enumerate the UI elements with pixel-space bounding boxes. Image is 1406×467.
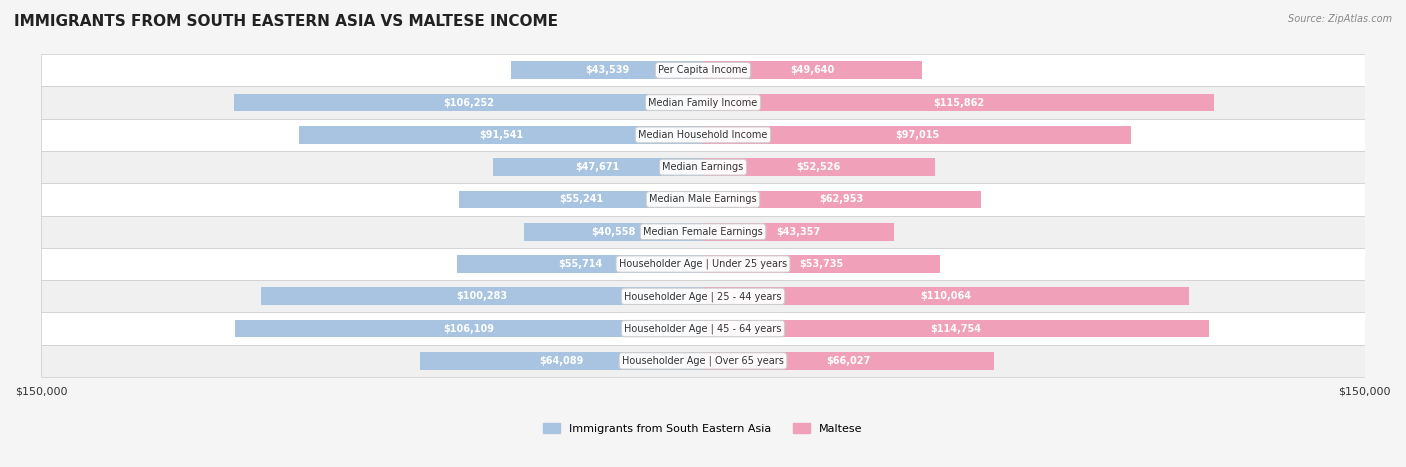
Bar (235, 320, 703, 338)
Text: $62,953: $62,953 (820, 194, 865, 205)
Bar (703, 126, 1130, 144)
Text: Per Capita Income: Per Capita Income (658, 65, 748, 75)
Text: Source: ZipAtlas.com: Source: ZipAtlas.com (1288, 14, 1392, 24)
Text: Median Household Income: Median Household Income (638, 130, 768, 140)
FancyBboxPatch shape (41, 312, 1365, 345)
Legend: Immigrants from South Eastern Asia, Maltese: Immigrants from South Eastern Asia, Malt… (538, 419, 868, 439)
Text: $49,640: $49,640 (790, 65, 835, 75)
Bar (703, 94, 1215, 112)
Text: Median Male Earnings: Median Male Earnings (650, 194, 756, 205)
Bar (235, 94, 703, 112)
Text: Median Family Income: Median Family Income (648, 98, 758, 107)
Bar (524, 223, 703, 241)
FancyBboxPatch shape (41, 119, 1365, 151)
Text: Householder Age | Over 65 years: Householder Age | Over 65 years (621, 356, 785, 366)
Text: $106,109: $106,109 (443, 324, 495, 333)
Text: $55,241: $55,241 (560, 194, 603, 205)
FancyBboxPatch shape (41, 345, 1365, 377)
Bar (492, 158, 703, 176)
FancyBboxPatch shape (41, 184, 1365, 216)
Text: $53,735: $53,735 (800, 259, 844, 269)
Text: $97,015: $97,015 (894, 130, 939, 140)
Text: $110,064: $110,064 (921, 291, 972, 301)
Text: $52,526: $52,526 (797, 162, 841, 172)
Text: Householder Age | 45 - 64 years: Householder Age | 45 - 64 years (624, 323, 782, 334)
FancyBboxPatch shape (41, 216, 1365, 248)
Text: $100,283: $100,283 (456, 291, 508, 301)
Text: Householder Age | Under 25 years: Householder Age | Under 25 years (619, 259, 787, 269)
Text: $106,252: $106,252 (443, 98, 494, 107)
Text: $47,671: $47,671 (575, 162, 620, 172)
Bar (703, 287, 1188, 305)
Text: $64,089: $64,089 (540, 356, 583, 366)
FancyBboxPatch shape (41, 248, 1365, 280)
FancyBboxPatch shape (41, 151, 1365, 184)
Bar (703, 191, 981, 208)
Text: IMMIGRANTS FROM SOUTH EASTERN ASIA VS MALTESE INCOME: IMMIGRANTS FROM SOUTH EASTERN ASIA VS MA… (14, 14, 558, 29)
Bar (703, 158, 935, 176)
Bar (703, 255, 941, 273)
Bar (703, 223, 894, 241)
Text: $43,357: $43,357 (776, 227, 821, 237)
Bar (510, 62, 703, 79)
Bar (420, 352, 703, 370)
Bar (703, 62, 922, 79)
Text: Median Earnings: Median Earnings (662, 162, 744, 172)
Text: $115,862: $115,862 (934, 98, 984, 107)
FancyBboxPatch shape (41, 54, 1365, 86)
Bar (703, 352, 994, 370)
Bar (457, 255, 703, 273)
FancyBboxPatch shape (41, 280, 1365, 312)
Text: Median Female Earnings: Median Female Earnings (643, 227, 763, 237)
Text: $55,714: $55,714 (558, 259, 602, 269)
Bar (260, 287, 703, 305)
Bar (460, 191, 703, 208)
Text: $114,754: $114,754 (931, 324, 981, 333)
Text: $40,558: $40,558 (592, 227, 636, 237)
Text: Householder Age | 25 - 44 years: Householder Age | 25 - 44 years (624, 291, 782, 302)
Text: $91,541: $91,541 (479, 130, 523, 140)
FancyBboxPatch shape (41, 86, 1365, 119)
Bar (703, 320, 1209, 338)
Text: $43,539: $43,539 (585, 65, 628, 75)
Bar (299, 126, 703, 144)
Text: $66,027: $66,027 (827, 356, 870, 366)
